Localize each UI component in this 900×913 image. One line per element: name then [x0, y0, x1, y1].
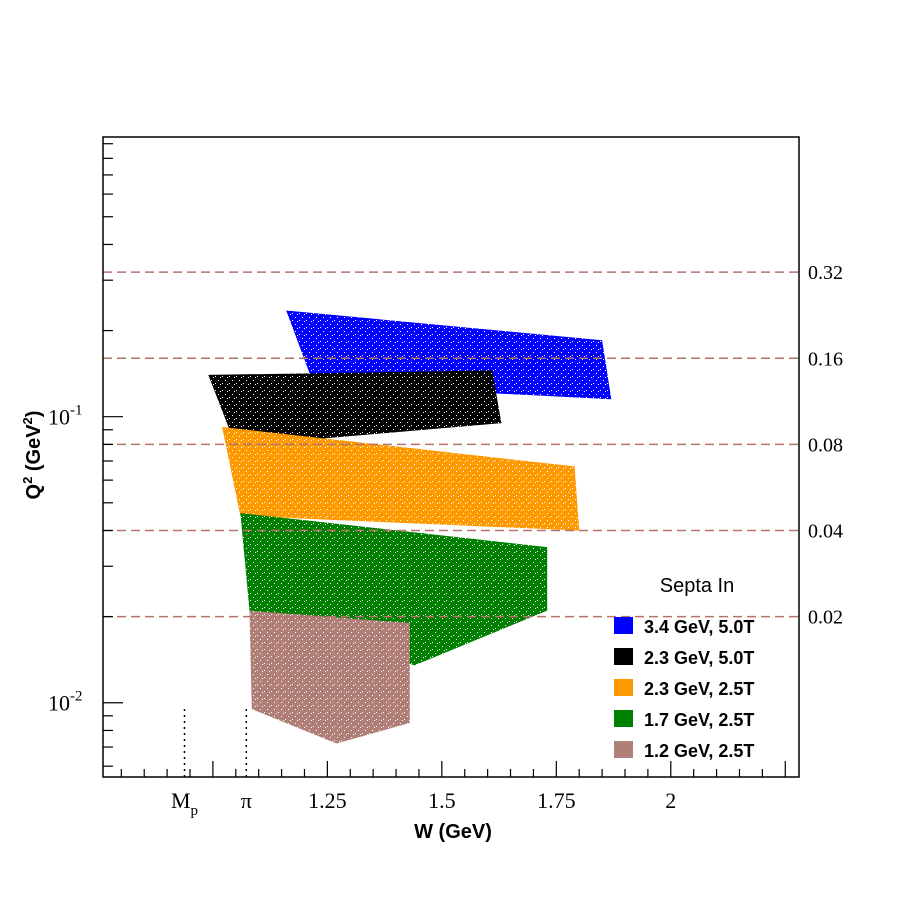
legend-label-3: 1.7 GeV, 2.5T	[644, 710, 754, 730]
legend-label-2: 2.3 GeV, 2.5T	[644, 679, 754, 699]
legend-swatch-0	[614, 617, 633, 634]
x-tick-label-3: 2	[665, 788, 676, 813]
x-tick-label-1: 1.5	[428, 788, 456, 813]
y-axis-label-sup: 2	[20, 477, 35, 484]
axis-ticks: 1.25 1.5 1.75 2 10-1 10-2	[48, 143, 786, 813]
svg-text:Q2 (GeV2): Q2 (GeV2)	[20, 411, 45, 500]
x-axis-label: W (GeV)	[414, 821, 492, 843]
x-tick-label-0: 1.25	[308, 788, 347, 813]
reference-lines: 0.32 0.16 0.08 0.04 0.02	[103, 262, 843, 629]
y-tick-label-0: 10-1	[48, 403, 83, 430]
y-axis-label-main: Q	[23, 484, 45, 500]
reference-line-label-4: 0.02	[808, 607, 843, 629]
y-axis-label-unit-close: )	[23, 411, 45, 418]
legend-title: Septa In	[660, 575, 735, 597]
plot-frame	[102, 136, 800, 778]
svg-text:W (GeV): W (GeV)	[414, 821, 492, 843]
special-markers: Mp π	[171, 709, 252, 819]
legend-label-1: 2.3 GeV, 5.0T	[644, 648, 754, 668]
reference-line-label-0: 0.32	[808, 262, 843, 284]
reference-line-label-2: 0.08	[808, 434, 843, 456]
series-cloud-speckle-2	[222, 427, 580, 531]
x-tick-label-2: 1.75	[537, 788, 576, 813]
data-clouds	[208, 310, 612, 744]
reference-line-label-3: 0.04	[808, 521, 843, 543]
reference-line-label-1: 0.16	[808, 348, 843, 370]
marker-label-0: Mp	[171, 788, 198, 819]
legend-swatch-4	[614, 741, 633, 758]
y-axis-label-unit-sup: 2	[20, 417, 35, 424]
legend-label-0: 3.4 GeV, 5.0T	[644, 617, 754, 637]
legend-swatch-2	[614, 679, 633, 696]
legend-label-4: 1.2 GeV, 2.5T	[644, 741, 754, 761]
y-axis-label: Q2 (GeV2)	[20, 411, 45, 500]
y-tick-label-1: 10-2	[48, 689, 83, 716]
series-cloud-speckle-4	[249, 610, 410, 744]
legend: Septa In 3.4 GeV, 5.0T 2.3 GeV, 5.0T 2.3 G…	[614, 575, 754, 761]
y-axis-label-unit-open: (GeV	[23, 424, 45, 477]
legend-swatch-3	[614, 710, 633, 727]
marker-label-1: π	[241, 788, 252, 813]
legend-swatch-1	[614, 648, 633, 665]
series-cloud-speckle-1	[208, 370, 502, 446]
